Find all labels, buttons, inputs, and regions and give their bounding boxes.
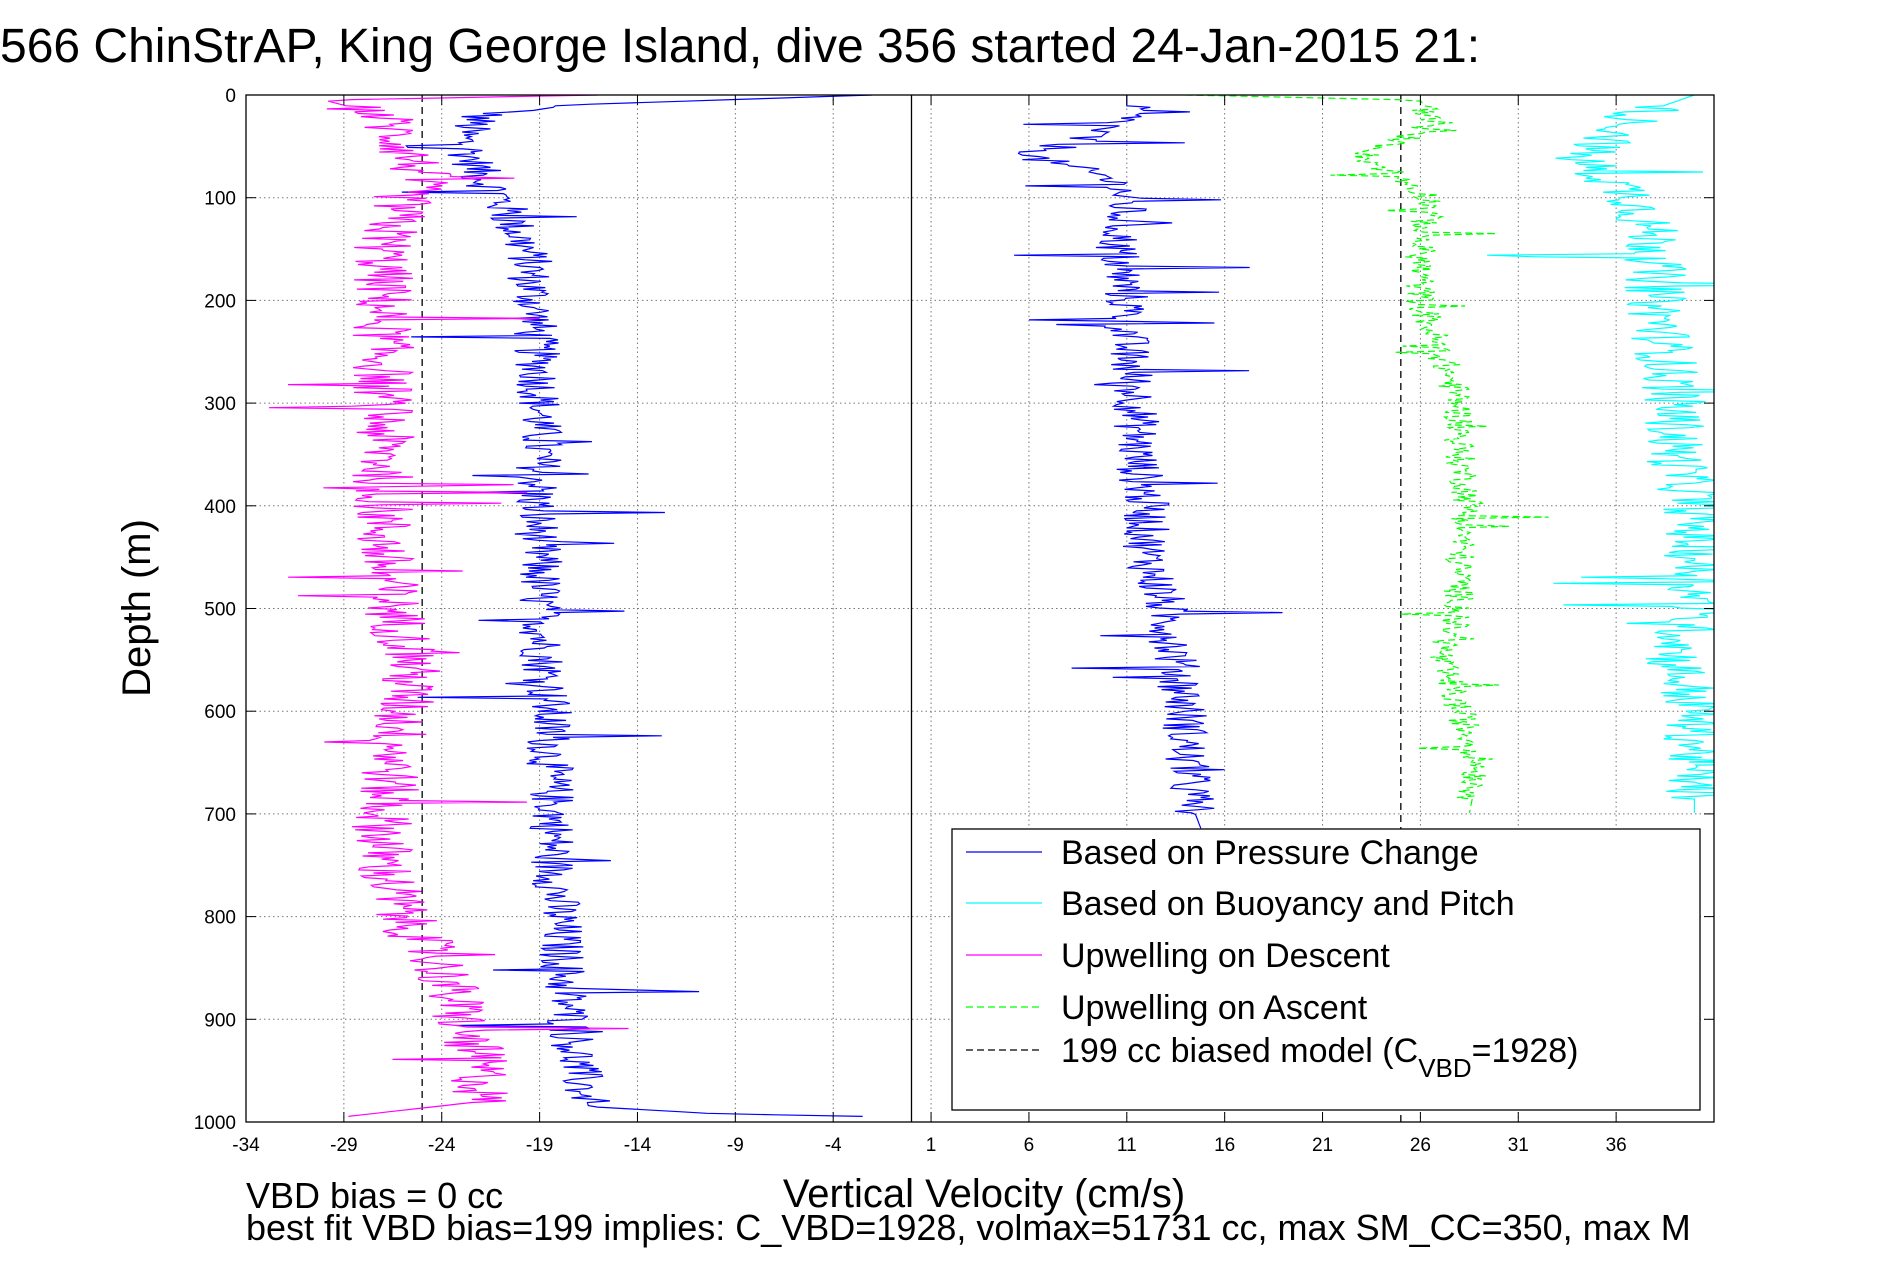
based-on-pressure-change-descent-line xyxy=(401,95,873,1117)
legend: Based on Pressure Change Based on Buoyanc… xyxy=(951,828,1701,1111)
legend-label: 199 cc biased model (CVBD=1928) xyxy=(1061,1032,1578,1083)
x-tick-label: -4 xyxy=(825,1135,842,1156)
y-axis-ticks: 0 100 200 300 400 500 600 700 800 900 1000 xyxy=(194,86,1714,1134)
y-tick-label: 0 xyxy=(225,86,236,107)
y-tick-label: 200 xyxy=(204,291,236,312)
y-tick-label: 100 xyxy=(204,189,236,210)
y-tick-label: 500 xyxy=(204,600,236,621)
footer-vbd-bias: VBD bias = 0 cc xyxy=(246,1175,503,1216)
based-on-pressure-change-ascent-line xyxy=(1013,95,1283,829)
legend-entries: Based on Pressure Change Based on Buoyanc… xyxy=(966,834,1578,1083)
legend-label: Based on Buoyancy and Pitch xyxy=(1061,885,1515,923)
x-axis-ticks: -34 -29 -24 -19 -14 -9 -4 1 6 11 16 21 26 31 36 xyxy=(232,95,1627,1156)
legend-label: Based on Pressure Change xyxy=(1061,834,1479,872)
x-tick-label: 16 xyxy=(1214,1135,1235,1156)
x-tick-label: -34 xyxy=(232,1135,260,1156)
x-tick-label: -24 xyxy=(428,1135,456,1156)
x-tick-label: -19 xyxy=(526,1135,553,1156)
x-tick-label: -9 xyxy=(727,1135,744,1156)
y-tick-label: 1000 xyxy=(194,1113,236,1134)
x-tick-label: 36 xyxy=(1606,1135,1627,1156)
y-tick-label: 700 xyxy=(204,805,236,826)
legend-label: Upwelling on Ascent xyxy=(1061,989,1368,1027)
y-tick-label: 900 xyxy=(204,1010,236,1031)
x-tick-label: 31 xyxy=(1508,1135,1529,1156)
y-tick-label: 600 xyxy=(204,702,236,723)
footer-best-fit-summary: best fit VBD bias=199 implies: C_VBD=192… xyxy=(246,1207,1691,1248)
y-tick-label: 300 xyxy=(204,394,236,415)
x-tick-label: -29 xyxy=(330,1135,357,1156)
y-axis-label: Depth (m) xyxy=(115,519,159,697)
y-tick-label: 400 xyxy=(204,497,236,518)
series-layer xyxy=(268,95,1714,1117)
x-tick-label: -14 xyxy=(624,1135,652,1156)
based-on-buoyancy-and-pitch-ascent-line xyxy=(1487,95,1714,813)
x-tick-label: 1 xyxy=(926,1135,937,1156)
x-tick-label: 26 xyxy=(1410,1135,1431,1156)
legend-box xyxy=(951,828,1701,1111)
upwelling-on-descent-descent-line xyxy=(268,95,629,1117)
chart-title: 566 ChinStrAP, King George Island, dive … xyxy=(0,20,1480,73)
x-tick-label: 6 xyxy=(1024,1135,1035,1156)
y-tick-label: 800 xyxy=(204,908,236,929)
x-tick-label: 11 xyxy=(1117,1135,1137,1156)
upwelling-on-ascent-ascent-line xyxy=(1185,95,1549,814)
x-tick-label: 21 xyxy=(1312,1135,1333,1156)
legend-label: Upwelling on Descent xyxy=(1061,937,1390,975)
x-axis-label: Vertical Velocity (cm/s) xyxy=(783,1172,1185,1216)
